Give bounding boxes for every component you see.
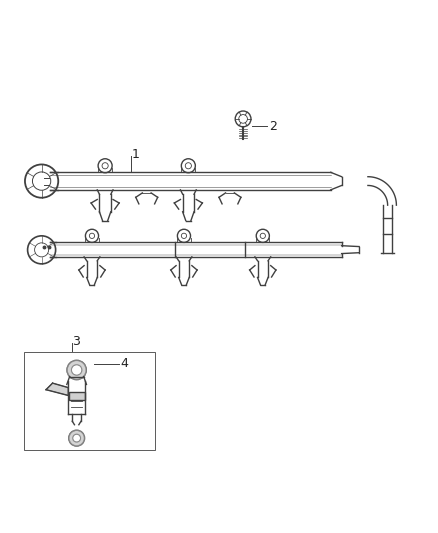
Text: 2: 2 bbox=[269, 120, 277, 133]
Text: 4: 4 bbox=[120, 357, 128, 370]
Polygon shape bbox=[46, 383, 68, 395]
FancyBboxPatch shape bbox=[69, 392, 85, 400]
Text: 1: 1 bbox=[131, 148, 139, 161]
Wedge shape bbox=[67, 360, 86, 379]
Bar bbox=[24, 352, 155, 450]
Wedge shape bbox=[69, 430, 85, 446]
Text: 3: 3 bbox=[72, 335, 80, 349]
